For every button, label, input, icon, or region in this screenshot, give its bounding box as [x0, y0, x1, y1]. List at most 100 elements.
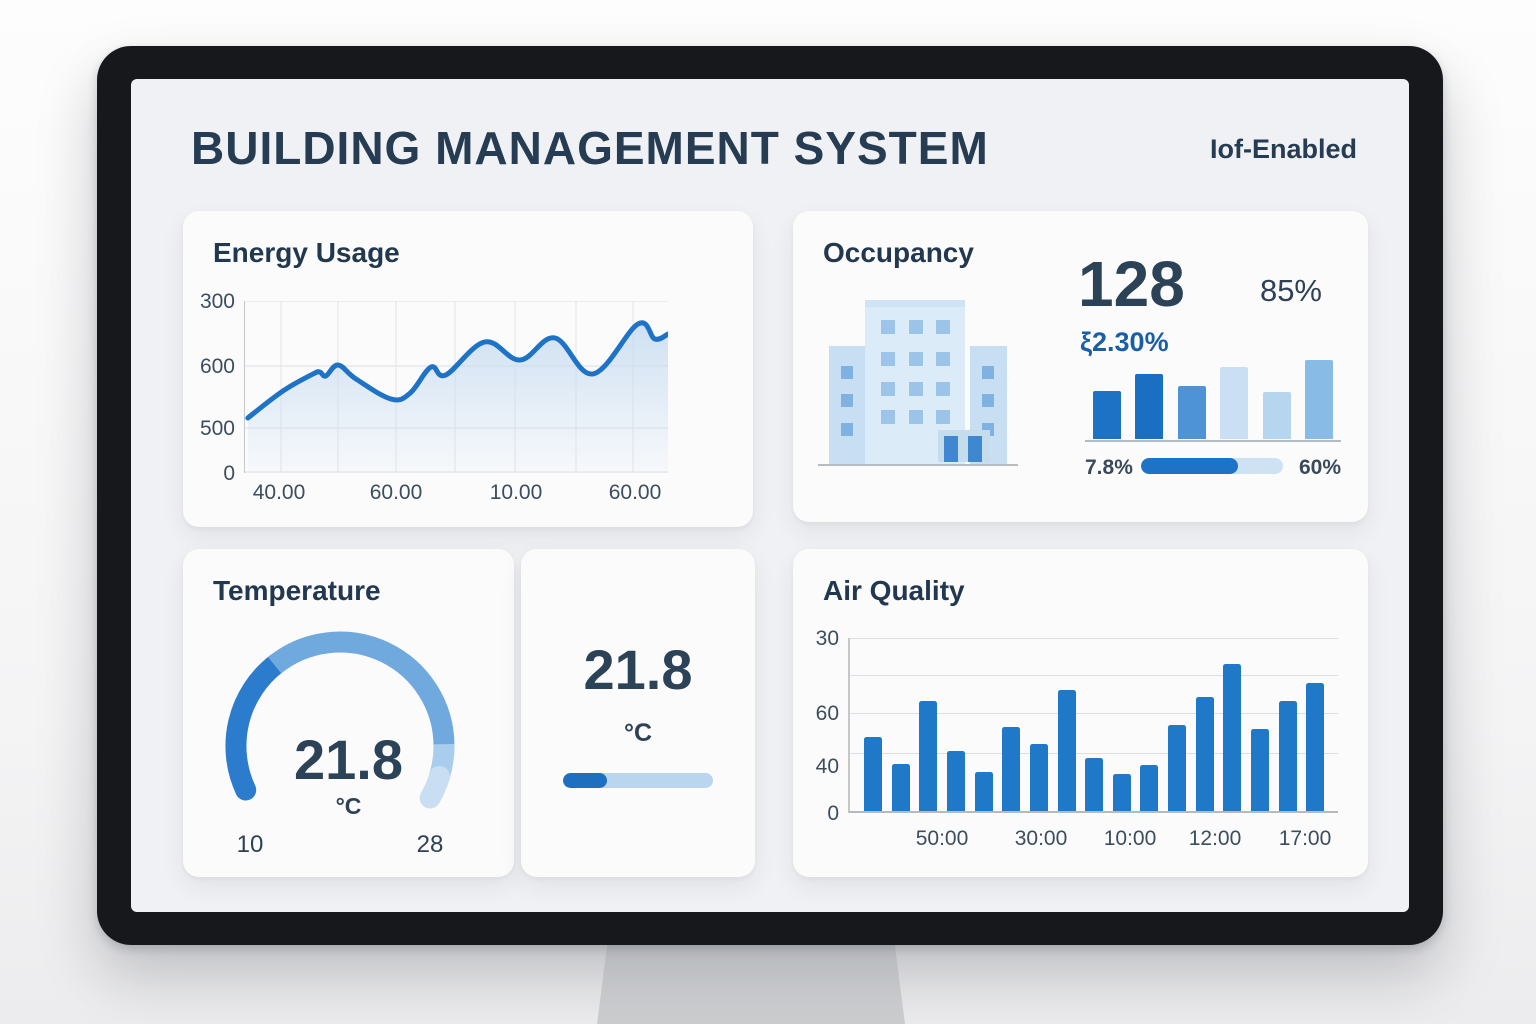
temperature-title: Temperature	[213, 575, 381, 606]
building-window	[909, 382, 923, 396]
air-y-tick: 30	[815, 627, 839, 650]
air-gridline	[850, 638, 1338, 639]
air-quality-bar	[1306, 683, 1324, 811]
energy-usage-card: Energy Usage 300 600 500 0 40.00 60.00 10.00 6…	[183, 211, 753, 527]
air-quality-bar	[975, 772, 993, 811]
page-title: BUILDING MANAGEMENT SYSTEM	[191, 122, 989, 174]
air-quality-title: Air Quality	[823, 575, 965, 606]
occupancy-bar-chart	[1093, 349, 1333, 439]
energy-usage-title: Energy Usage	[213, 237, 400, 268]
building-tower	[865, 300, 990, 464]
air-quality-bar	[1113, 774, 1131, 811]
air-quality-bar	[1030, 744, 1048, 811]
door-left	[944, 436, 958, 462]
air-quality-bar	[1196, 697, 1214, 811]
energy-y-tick: 500	[199, 417, 235, 440]
building-window	[936, 352, 950, 366]
building-ground-line	[818, 464, 1018, 466]
air-quality-bar	[1168, 725, 1186, 811]
progress-right-label: 60%	[1298, 456, 1341, 479]
temperature-card: Temperature 21.8 °C 10 28	[183, 549, 514, 877]
temperature-value: 21.8	[294, 728, 403, 791]
air-quality-bar	[892, 764, 910, 811]
occupancy-bar	[1262, 392, 1291, 439]
temperature-mini-card: 21.8 °C	[521, 549, 755, 877]
building-window	[936, 382, 950, 396]
air-quality-card: Air Quality 30 60 40 0 50:00 30:00 10:00 12:00…	[793, 549, 1368, 877]
energy-y-tick: 600	[199, 355, 235, 378]
building-window	[881, 382, 895, 396]
air-quality-bar	[1002, 727, 1020, 811]
door-right	[968, 436, 982, 462]
iot-enabled-badge: Iof-Enabled	[1210, 134, 1357, 164]
building-window	[982, 366, 994, 379]
building-roof	[865, 300, 965, 307]
air-quality-bar	[1140, 765, 1158, 811]
building-window	[841, 394, 853, 407]
energy-x-tick: 40.00	[252, 481, 306, 504]
air-x-tick: 10:00	[1103, 827, 1157, 850]
air-y-tick: 0	[827, 802, 839, 825]
energy-x-tick: 10.00	[489, 481, 543, 504]
air-gridline	[850, 713, 1338, 714]
temperature-gauge	[225, 631, 455, 809]
air-x-tick: 30:00	[1014, 827, 1068, 850]
air-x-tick: 50:00	[915, 827, 969, 850]
air-y-tick: 40	[815, 755, 839, 778]
building-window	[881, 410, 895, 424]
air-quality-bar	[1251, 729, 1269, 811]
air-x-tick: 12:00	[1188, 827, 1242, 850]
occupancy-bar-axis	[1085, 440, 1341, 442]
building-window	[982, 394, 994, 407]
air-quality-bar	[947, 751, 965, 811]
air-gridline	[850, 753, 1338, 754]
building-left-wing	[829, 346, 866, 464]
occupancy-rate: 85%	[1259, 273, 1322, 308]
mini-progress-fill	[563, 773, 607, 788]
mini-temperature-value: 21.8	[583, 638, 693, 701]
occupancy-trend: ξ2.30%	[1080, 327, 1169, 357]
air-quality-bar	[1223, 664, 1241, 811]
air-x-tick: 17:00	[1278, 827, 1332, 850]
building-door	[938, 430, 990, 462]
air-y-tick: 60	[815, 702, 839, 725]
occupancy-bar	[1093, 391, 1121, 439]
progress-left-label: 7.8%	[1085, 456, 1133, 479]
air-quality-bar	[1085, 758, 1103, 811]
building-window	[841, 366, 853, 379]
energy-y-tick: 0	[223, 462, 235, 485]
monitor-stand	[597, 940, 905, 1024]
occupancy-progress-fill	[1141, 458, 1238, 474]
building-window	[881, 320, 895, 334]
temperature-unit: °C	[335, 793, 362, 819]
mini-progress-track	[563, 773, 713, 788]
building-window	[881, 352, 895, 366]
occupancy-progress-track	[1141, 458, 1283, 474]
air-quality-bar	[864, 737, 882, 811]
occupancy-count: 128	[1078, 248, 1185, 320]
building-icon	[818, 296, 1018, 466]
air-quality-bar-chart	[848, 638, 1338, 813]
energy-x-tick: 60.00	[369, 481, 423, 504]
dashboard-screen: BUILDING MANAGEMENT SYSTEM Iof-Enabled E…	[131, 79, 1409, 912]
mini-temperature-unit: °C	[623, 719, 653, 747]
building-window	[936, 320, 950, 334]
building-window	[909, 352, 923, 366]
building-window	[909, 320, 923, 334]
air-gridline	[850, 675, 1338, 676]
gauge-min-label: 10	[236, 831, 264, 858]
energy-line-chart	[243, 300, 671, 473]
air-quality-bar	[919, 701, 937, 811]
building-window	[841, 423, 853, 436]
gauge-max-label: 28	[416, 831, 444, 858]
building-window	[936, 410, 950, 424]
occupancy-title: Occupancy	[823, 237, 974, 268]
air-quality-bar	[1058, 690, 1076, 811]
air-quality-bar	[1279, 701, 1297, 811]
occupancy-bar	[1177, 386, 1206, 439]
occupancy-bar	[1304, 360, 1333, 439]
building-window	[909, 410, 923, 424]
energy-x-tick: 60.00	[608, 481, 662, 504]
energy-y-tick: 300	[199, 290, 235, 313]
